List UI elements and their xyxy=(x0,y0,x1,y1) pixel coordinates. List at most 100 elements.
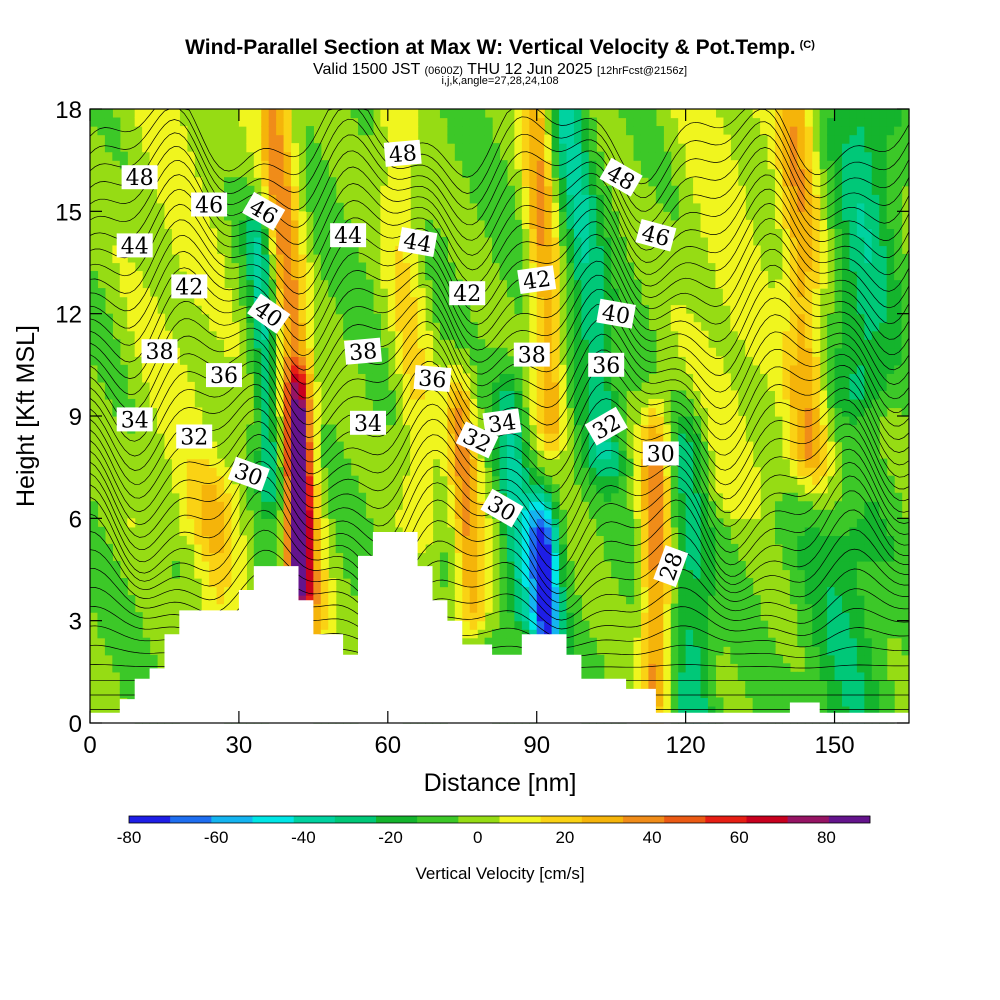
velocity-cell xyxy=(640,492,650,502)
velocity-cell xyxy=(737,211,746,221)
velocity-cell xyxy=(633,671,642,681)
velocity-cell xyxy=(551,168,560,178)
velocity-cell xyxy=(841,586,851,596)
velocity-cell xyxy=(320,458,329,468)
velocity-cell xyxy=(611,296,620,306)
velocity-cell xyxy=(134,288,143,298)
velocity-cell xyxy=(596,398,605,409)
velocity-cell xyxy=(663,492,672,502)
velocity-cell xyxy=(477,586,486,596)
velocity-cell xyxy=(685,322,694,332)
velocity-cell xyxy=(171,398,180,409)
velocity-cell xyxy=(454,143,463,153)
velocity-cell xyxy=(611,552,620,562)
velocity-cell xyxy=(298,433,307,443)
velocity-cell xyxy=(581,228,590,238)
velocity-cell xyxy=(372,313,381,323)
velocity-cell xyxy=(611,560,620,571)
velocity-cell xyxy=(536,612,545,622)
velocity-cell xyxy=(611,535,620,545)
velocity-cell xyxy=(179,450,188,460)
velocity-cell xyxy=(730,185,739,195)
velocity-cell xyxy=(707,535,717,545)
velocity-cell xyxy=(402,219,411,229)
velocity-cell xyxy=(797,467,806,477)
velocity-cell xyxy=(454,407,463,417)
velocity-cell xyxy=(752,296,761,306)
velocity-cell xyxy=(112,245,121,255)
velocity-cell xyxy=(782,501,791,511)
velocity-cell xyxy=(797,475,806,485)
velocity-cell xyxy=(551,279,560,289)
velocity-cell xyxy=(559,578,568,588)
velocity-cell xyxy=(484,168,493,178)
velocity-cell xyxy=(700,134,709,144)
velocity-cell xyxy=(700,518,709,528)
velocity-cell xyxy=(320,612,329,622)
velocity-cell xyxy=(514,117,523,127)
velocity-cell xyxy=(648,347,657,357)
velocity-cell xyxy=(782,543,791,554)
velocity-cell xyxy=(841,160,851,170)
velocity-cell xyxy=(410,526,419,536)
velocity-cell xyxy=(812,509,821,519)
velocity-cell xyxy=(648,134,657,144)
velocity-cell xyxy=(566,160,575,170)
velocity-cell xyxy=(685,441,694,451)
velocity-cell xyxy=(879,117,888,127)
velocity-cell xyxy=(581,629,590,639)
velocity-cell xyxy=(834,663,843,673)
velocity-cell xyxy=(752,705,761,716)
velocity-cell xyxy=(573,595,582,605)
velocity-cell xyxy=(864,578,873,588)
velocity-cell xyxy=(611,518,620,528)
velocity-cell xyxy=(648,109,657,119)
velocity-cell xyxy=(164,143,173,153)
velocity-cell xyxy=(596,458,605,468)
velocity-cell xyxy=(127,629,136,639)
velocity-cell xyxy=(640,330,650,340)
velocity-cell xyxy=(707,347,717,357)
velocity-cell xyxy=(358,322,367,332)
velocity-cell xyxy=(655,552,664,562)
velocity-cell xyxy=(640,646,650,656)
velocity-cell xyxy=(633,450,642,460)
velocity-cell xyxy=(559,398,568,409)
velocity-cell xyxy=(410,450,419,460)
velocity-cell xyxy=(492,245,501,255)
velocity-cell xyxy=(797,441,806,451)
velocity-cell xyxy=(425,433,434,443)
velocity-cell xyxy=(611,441,620,451)
velocity-cell xyxy=(462,168,471,178)
velocity-cell xyxy=(685,433,694,443)
velocity-cell xyxy=(283,526,292,536)
velocity-cell xyxy=(722,458,731,468)
velocity-cell xyxy=(700,697,709,707)
velocity-cell xyxy=(276,236,285,247)
velocity-cell xyxy=(648,484,657,494)
velocity-cell xyxy=(142,373,151,383)
velocity-cell xyxy=(730,245,739,255)
velocity-cell xyxy=(871,194,880,204)
velocity-cell xyxy=(774,202,784,212)
velocity-cell xyxy=(670,646,679,656)
velocity-cell xyxy=(856,151,865,161)
velocity-cell xyxy=(812,671,821,681)
velocity-cell xyxy=(253,245,262,255)
velocity-cell xyxy=(834,398,843,409)
velocity-cell xyxy=(745,578,754,588)
velocity-cell xyxy=(544,177,553,187)
velocity-cell xyxy=(514,245,523,255)
velocity-cell xyxy=(581,211,590,221)
velocity-cell xyxy=(90,356,99,366)
velocity-cell xyxy=(119,612,128,622)
velocity-cell xyxy=(90,560,99,571)
velocity-cell xyxy=(707,236,717,247)
velocity-cell xyxy=(573,211,582,221)
velocity-cell xyxy=(841,705,851,716)
velocity-cell xyxy=(715,603,724,613)
velocity-cell xyxy=(685,688,694,699)
velocity-cell xyxy=(544,160,553,170)
velocity-cell xyxy=(871,697,880,707)
velocity-cell xyxy=(655,603,664,613)
